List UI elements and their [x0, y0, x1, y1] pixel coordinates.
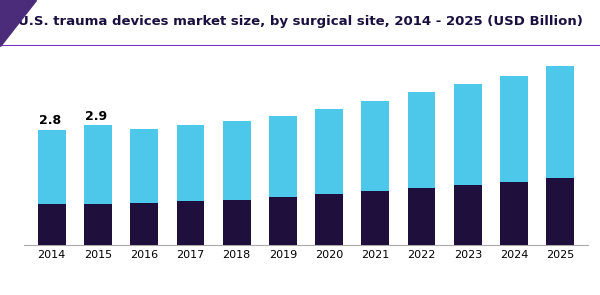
- Bar: [500, 182, 528, 245]
- Bar: [223, 199, 251, 245]
- Bar: [315, 109, 343, 194]
- Bar: [408, 93, 436, 188]
- Text: U.S. trauma devices market size, by surgical site, 2014 - 2025 (USD Billion): U.S. trauma devices market size, by surg…: [17, 15, 583, 28]
- Bar: [38, 130, 65, 204]
- Bar: [223, 121, 251, 199]
- Bar: [84, 204, 112, 245]
- Bar: [130, 129, 158, 203]
- Bar: [361, 191, 389, 245]
- Bar: [454, 84, 482, 185]
- Bar: [269, 116, 297, 197]
- Bar: [547, 178, 574, 245]
- Bar: [454, 185, 482, 245]
- Bar: [361, 101, 389, 191]
- Bar: [315, 194, 343, 245]
- Bar: [547, 66, 574, 178]
- Bar: [84, 125, 112, 204]
- Bar: [130, 203, 158, 245]
- Bar: [176, 201, 204, 245]
- Bar: [408, 188, 436, 245]
- Text: 2.9: 2.9: [85, 110, 107, 123]
- Bar: [176, 125, 204, 201]
- Polygon shape: [0, 0, 36, 46]
- Bar: [269, 197, 297, 245]
- Text: 2.8: 2.8: [39, 114, 61, 127]
- Bar: [38, 204, 65, 245]
- Bar: [500, 76, 528, 182]
